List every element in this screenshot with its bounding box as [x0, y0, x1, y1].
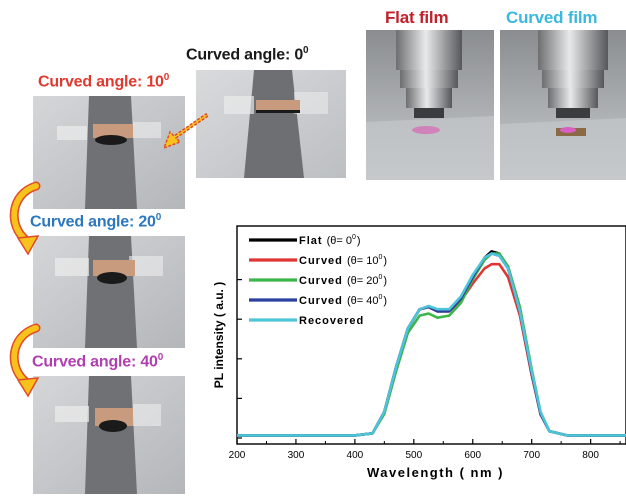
photo-curved-10	[33, 96, 185, 209]
x-tick-label: 500	[405, 450, 422, 461]
pl-spectrum-chart: 200 300 400 500 600 700 800 Wavelength ( nm ) PL…	[212, 225, 626, 480]
x-tick-label: 400	[347, 450, 364, 461]
x-tick-label: 200	[229, 450, 246, 461]
photo-curved-20	[33, 236, 185, 348]
label-curved-angle-20: Curved angle: 200	[30, 212, 162, 231]
x-axis-label: Wavelength ( nm )	[367, 465, 504, 480]
arrow-icon	[162, 113, 210, 150]
label-curved-angle-40: Curved angle: 400	[32, 352, 164, 371]
plot-frame	[236, 225, 626, 445]
label-curved-angle-10: Curved angle: 100	[38, 72, 170, 91]
label-flat-film: Flat film	[385, 8, 449, 27]
x-tick-label: 800	[582, 450, 599, 461]
photo-curved-film	[500, 30, 626, 180]
photo-curved-0	[196, 70, 346, 178]
series-line-1	[237, 262, 626, 437]
legend-label: Curved (θ= 200)	[299, 274, 388, 287]
curved-arrow-icon	[9, 323, 41, 398]
curved-arrow-icon	[9, 181, 41, 256]
x-tick-label: 600	[464, 450, 481, 461]
label-curved-film: Curved film	[506, 8, 598, 27]
series-line-4	[237, 252, 626, 437]
label-curved-angle-0: Curved angle: 00	[186, 45, 309, 64]
legend-label: Recovered	[299, 315, 364, 327]
legend-label: Curved (θ= 400)	[299, 294, 388, 307]
photo-curved-40	[33, 376, 185, 494]
x-tick-label: 300	[288, 450, 305, 461]
legend-label: Flat (θ= 00)	[299, 234, 362, 247]
legend-label: Curved (θ= 100)	[299, 254, 388, 267]
y-axis-label: PL intensity ( a.u. )	[212, 282, 226, 388]
photo-flat-film	[366, 30, 494, 180]
x-tick-label: 700	[523, 450, 540, 461]
